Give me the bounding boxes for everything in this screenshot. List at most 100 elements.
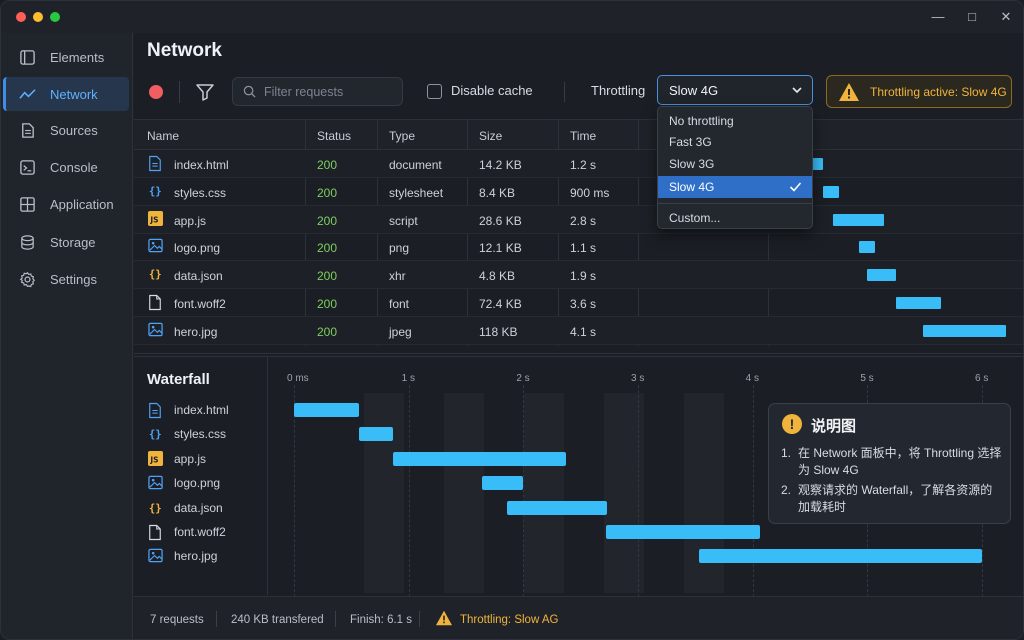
minimize-window-dot[interactable] <box>33 12 43 22</box>
column-header-name[interactable]: Name <box>147 129 180 143</box>
filter-requests-field[interactable] <box>232 77 403 106</box>
table-header: Name Status Type Size Time <box>134 119 1023 150</box>
table-row[interactable]: {} styles.css 200 stylesheet 8.4 KB 900 ms <box>134 178 1023 206</box>
close-icon[interactable]: ✕ <box>1000 9 1012 24</box>
cell-name: styles.css <box>174 185 227 200</box>
timeline-tick-label: 4 s <box>745 373 759 384</box>
waterfall-bar[interactable] <box>359 427 393 442</box>
sidebar-item-storage[interactable]: Storage <box>3 225 129 259</box>
column-header-time[interactable]: Time <box>570 129 597 143</box>
css-file-icon: {} <box>148 183 165 200</box>
throttling-warning-badge: Throttling active: Slow 4G <box>826 75 1012 108</box>
timeline-tick-label: 2 s <box>516 373 530 384</box>
waterfall-bar[interactable] <box>482 476 524 491</box>
info-icon: ! <box>782 414 802 434</box>
js-file-icon: JS <box>148 450 163 466</box>
application-icon <box>20 196 35 212</box>
sidebar-item-sources[interactable]: Sources <box>3 113 129 147</box>
table-row[interactable]: JS app.js 200 script 28.6 KB 2.8 s <box>134 205 1023 234</box>
callout-title: 说明图 <box>811 418 857 435</box>
cell-time: 4.1 s <box>570 324 597 339</box>
sidebar-item-console[interactable]: Console <box>3 150 129 184</box>
row-waterfall-bar <box>866 269 896 282</box>
html-file-icon <box>148 155 165 172</box>
cell-time: 3.6 s <box>570 297 597 311</box>
step-text: 在 Network 面板中，将 Throttling 选择为 Slow 4G <box>798 446 1002 477</box>
timeline-tick-label: 0 ms <box>287 373 309 384</box>
cell-type: jpeg <box>389 324 412 339</box>
cell-size: 12.1 KB <box>479 241 522 256</box>
cell-size: 14.2 KB <box>479 158 522 172</box>
table-row[interactable]: hero.jpg 200 jpeg 118 KB 4.1 s <box>134 316 1023 345</box>
html-file-icon <box>148 402 163 419</box>
waterfall-bar[interactable] <box>507 500 608 515</box>
svg-text:JS: JS <box>149 215 158 224</box>
row-waterfall-bar <box>823 185 840 198</box>
sidebar-item-label: Console <box>50 159 98 175</box>
cell-type: document <box>389 158 442 172</box>
waterfall-bar[interactable] <box>392 451 566 466</box>
waterfall-bar[interactable] <box>698 549 982 564</box>
column-header-status[interactable]: Status <box>317 129 352 143</box>
title-bar: — □ ✕ <box>1 1 1023 33</box>
table-row[interactable]: index.html 200 document 14.2 KB 1.2 s <box>134 150 1023 178</box>
cell-status: 200 <box>317 324 338 339</box>
table-row[interactable]: {} data.json 200 xhr 4.8 KB 1.9 s <box>134 261 1023 290</box>
filter-requests-input[interactable] <box>264 84 394 99</box>
record-button[interactable] <box>149 85 163 99</box>
throttling-option-slow-4g[interactable]: Slow 4G <box>658 176 812 198</box>
cell-size: 28.6 KB <box>479 213 522 228</box>
waterfall-bar[interactable] <box>294 403 360 417</box>
network-icon <box>19 88 36 99</box>
sidebar-item-elements[interactable]: Elements <box>3 40 129 74</box>
column-header-type[interactable]: Type <box>389 129 416 143</box>
sidebar-item-application[interactable]: Application <box>3 187 129 221</box>
table-row[interactable]: font.woff2 200 font 72.4 KB 3.6 s <box>134 289 1023 317</box>
row-waterfall-bar <box>922 324 1006 337</box>
column-header-size[interactable]: Size <box>479 129 503 143</box>
svg-text:{}: {} <box>149 268 162 281</box>
sidebar-item-label: Storage <box>50 234 96 250</box>
throttling-option-no-throttling[interactable]: No throttling <box>669 114 734 128</box>
status-bar: 7 requests 240 KB transfered Finish: 6.1… <box>134 596 1023 639</box>
timeline-tick-label: 3 s <box>631 373 645 384</box>
status-divider <box>419 611 420 627</box>
cell-name: font.woff2 <box>174 297 226 311</box>
cell-size: 118 KB <box>479 324 518 339</box>
image-file-icon <box>148 238 165 255</box>
waterfall-row-label: styles.css <box>174 427 227 442</box>
maximize-icon[interactable]: □ <box>968 9 976 24</box>
image-file-icon <box>148 548 163 563</box>
section-divider <box>134 356 1023 357</box>
waterfall-bar[interactable] <box>605 525 760 539</box>
cell-type: font <box>389 297 410 311</box>
disable-cache-checkbox[interactable] <box>427 84 442 99</box>
sidebar-item-label: Network <box>50 86 98 102</box>
cell-type: stylesheet <box>389 185 444 200</box>
throttling-status: Throttling: Slow AG <box>460 614 559 626</box>
timeline-gridline <box>752 385 754 597</box>
waterfall-title: Waterfall <box>147 371 210 388</box>
zoom-window-dot[interactable] <box>50 12 60 22</box>
throttling-option-fast-3g[interactable]: Fast 3G <box>669 135 712 149</box>
svg-text:JS: JS <box>149 455 158 464</box>
close-window-dot[interactable] <box>16 12 26 22</box>
timeline-tick-label: 1 s <box>401 373 415 384</box>
warning-icon <box>436 610 452 626</box>
minimize-icon[interactable]: — <box>931 9 945 24</box>
timeline-gridline <box>294 385 295 597</box>
throttling-select[interactable]: Slow 4G <box>657 75 813 105</box>
sidebar-item-settings[interactable]: Settings <box>3 262 129 296</box>
table-row[interactable]: logo.png 200 png 12.1 KB 1.1 s <box>134 233 1023 262</box>
sidebar-item-network[interactable]: Network <box>3 77 129 111</box>
throttling-option-custom[interactable]: Custom... <box>669 211 721 225</box>
cell-name: index.html <box>174 158 229 172</box>
filter-icon[interactable] <box>195 82 215 102</box>
waterfall-divider <box>267 357 268 595</box>
throttling-label: Throttling <box>591 83 646 98</box>
cell-time: 1.1 s <box>570 241 597 256</box>
cell-status: 200 <box>317 185 338 200</box>
throttling-warning-text: Throttling active: Slow 4G <box>870 84 1007 99</box>
timeline-tick-label: 5 s <box>860 373 874 384</box>
throttling-option-slow-3g[interactable]: Slow 3G <box>669 157 715 171</box>
